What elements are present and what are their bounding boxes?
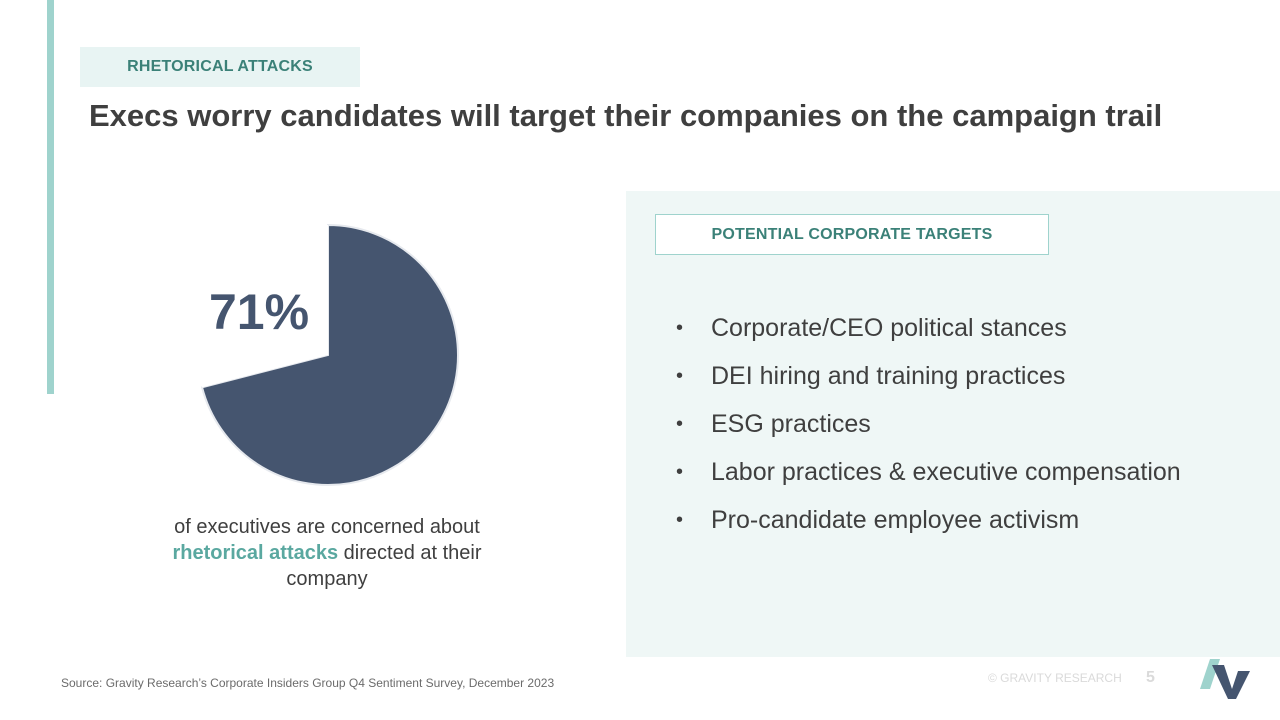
bullet-icon: • bbox=[676, 413, 684, 435]
pie-slice-0 bbox=[200, 223, 459, 486]
page-title: Execs worry candidates will target their… bbox=[89, 98, 1163, 133]
list-item-label: Labor practices & executive compensation bbox=[711, 458, 1181, 486]
stat-caption-text: of executives are concerned about bbox=[174, 516, 480, 538]
accent-bar bbox=[47, 0, 54, 394]
bullet-icon: • bbox=[676, 317, 684, 339]
list-item: • ESG practices bbox=[676, 408, 1181, 456]
pie-chart-svg bbox=[198, 223, 459, 486]
targets-panel: POTENTIAL CORPORATE TARGETS • Corporate/C… bbox=[626, 191, 1280, 657]
pie-slice-1 bbox=[198, 225, 328, 388]
list-item: • Corporate/CEO political stances bbox=[676, 312, 1181, 360]
stat-caption-text-end: directed at their company bbox=[286, 542, 482, 590]
section-tag: RHETORICAL ATTACKS bbox=[80, 47, 360, 87]
list-item-label: DEI hiring and training practices bbox=[711, 362, 1066, 390]
section-tag-label: RHETORICAL ATTACKS bbox=[127, 58, 313, 75]
list-item: • DEI hiring and training practices bbox=[676, 360, 1181, 408]
list-item-label: Pro-candidate employee activism bbox=[711, 506, 1080, 534]
targets-header-label: POTENTIAL CORPORATE TARGETS bbox=[711, 225, 993, 243]
stat-value: 71% bbox=[209, 284, 310, 340]
pie-chart bbox=[195, 222, 461, 488]
gravity-research-logo-icon bbox=[1200, 659, 1250, 699]
targets-list: • Corporate/CEO political stances • DEI hi… bbox=[676, 312, 1181, 552]
list-item-label: ESG practices bbox=[711, 410, 871, 438]
bullet-icon: • bbox=[676, 461, 684, 483]
bullet-icon: • bbox=[676, 509, 684, 531]
bullet-icon: • bbox=[676, 365, 684, 387]
page-number: 5 bbox=[1146, 669, 1155, 686]
targets-header: POTENTIAL CORPORATE TARGETS bbox=[655, 214, 1049, 255]
copyright-text: © GRAVITY RESEARCH bbox=[988, 671, 1122, 685]
list-item: • Labor practices & executive compensatio… bbox=[676, 456, 1181, 504]
source-note: Source: Gravity Research’s Corporate Ins… bbox=[61, 676, 555, 690]
list-item-label: Corporate/CEO political stances bbox=[711, 314, 1067, 342]
stat-caption-highlight: rhetorical attacks bbox=[172, 542, 339, 564]
list-item: • Pro-candidate employee activism bbox=[676, 504, 1181, 552]
stat-caption: of executives are concerned about rhetor… bbox=[146, 514, 508, 592]
